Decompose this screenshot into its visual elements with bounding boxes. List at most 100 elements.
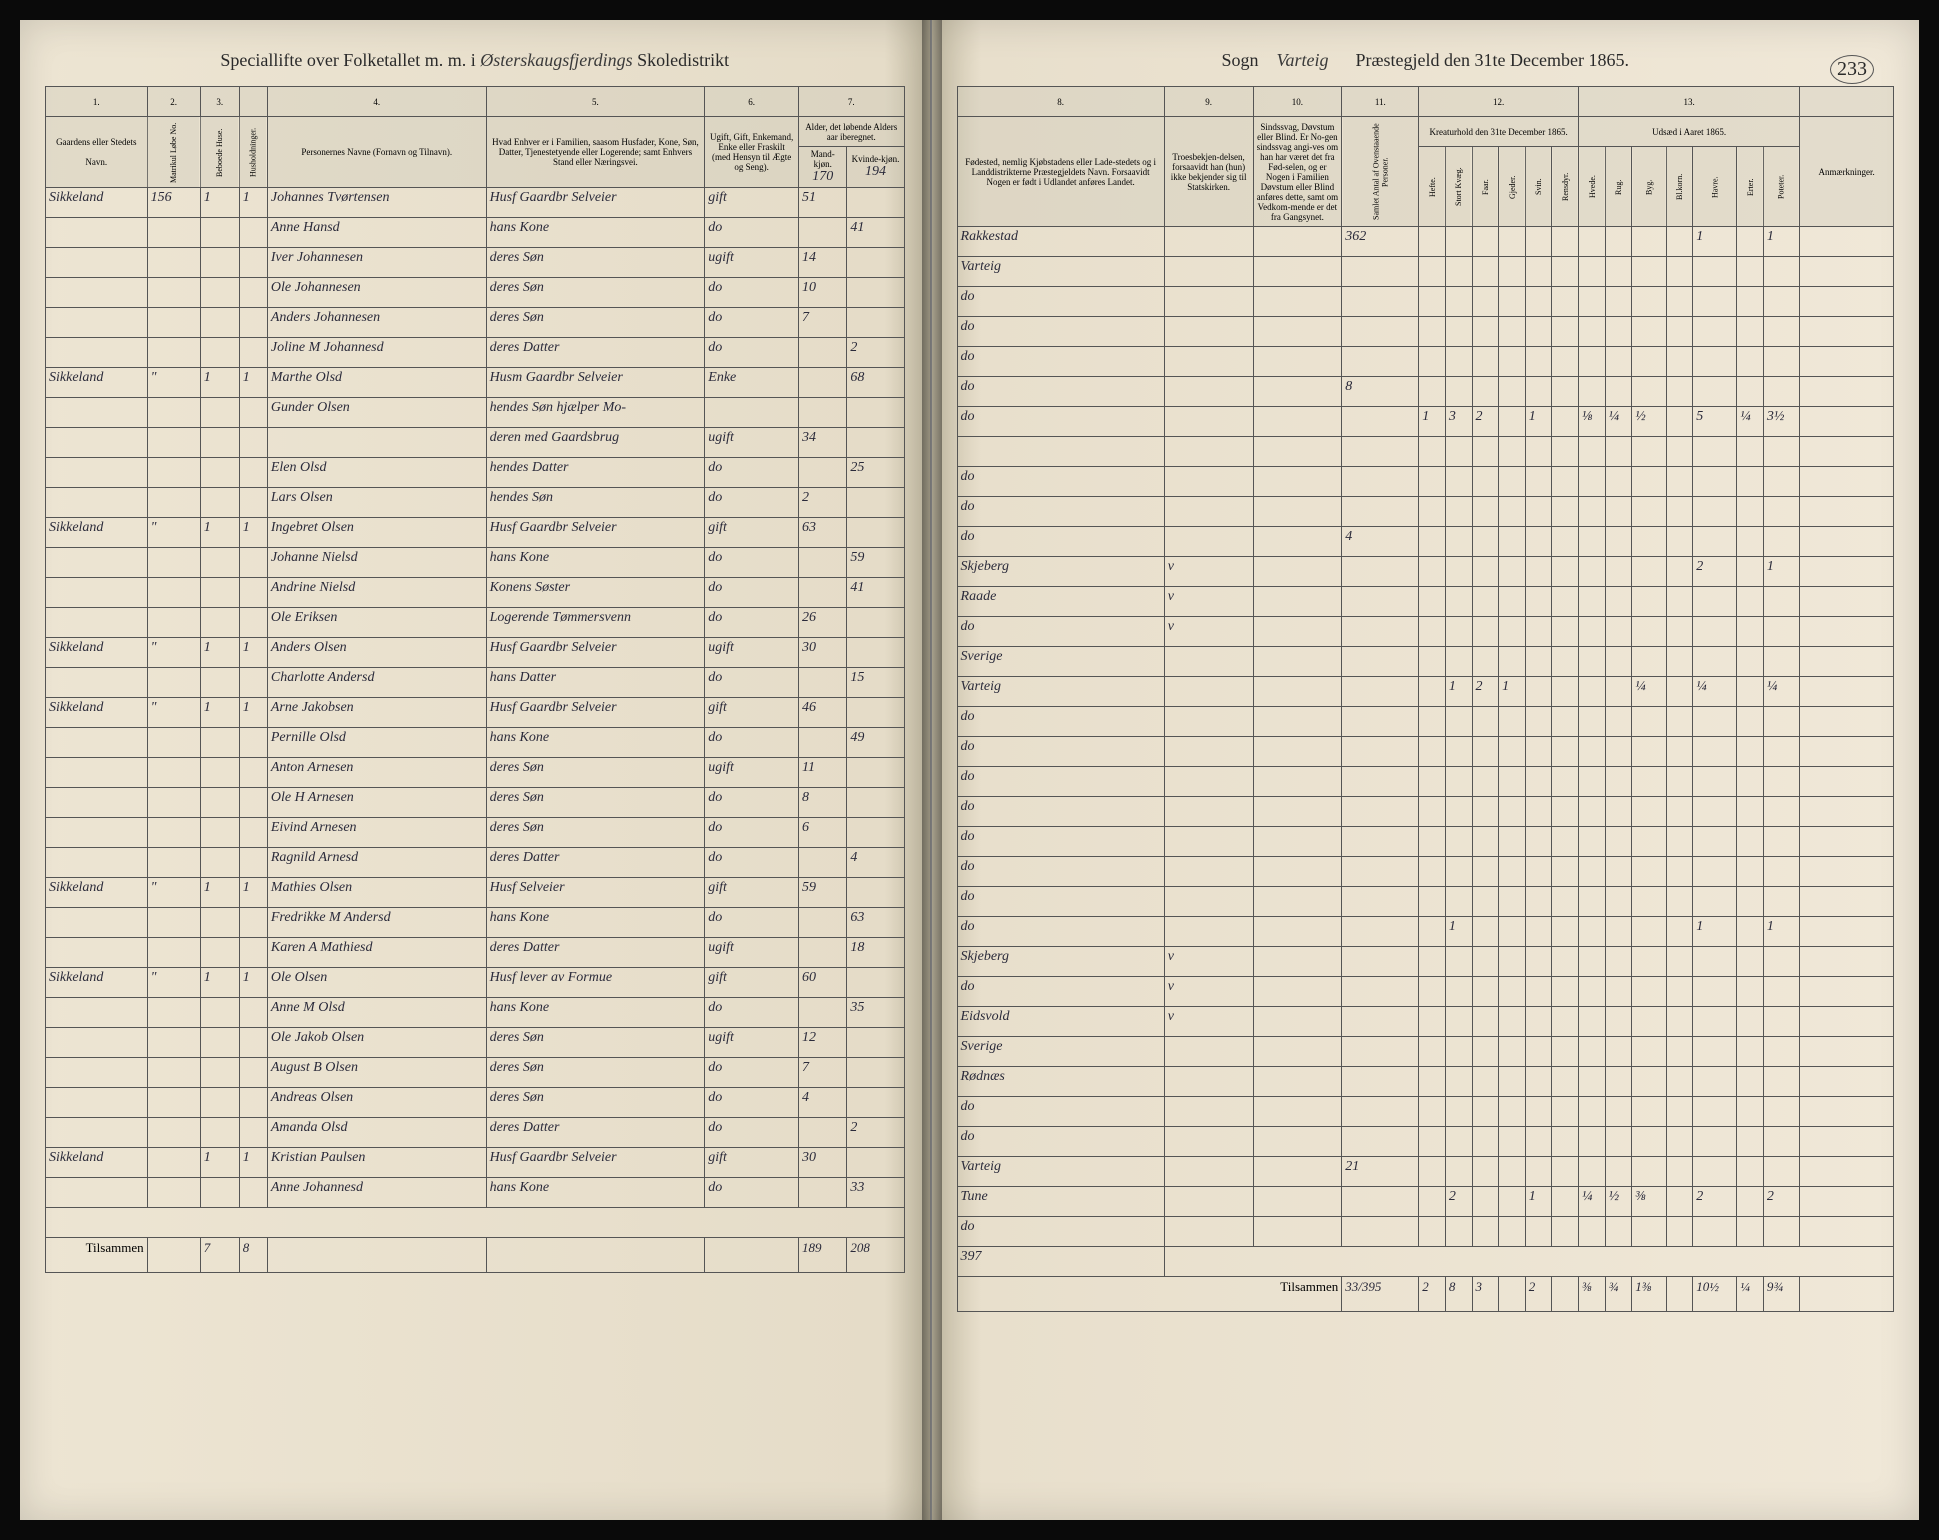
table-row: August B Olsenderes Søndo7 (46, 1058, 905, 1088)
table-row: Rødnæs (957, 1067, 1893, 1097)
table-row: dov (957, 617, 1893, 647)
book-spine (922, 20, 942, 1520)
kreatur-col: Svin. (1525, 147, 1552, 227)
rcol-12: 12. (1419, 87, 1579, 117)
h-hushold: Husholdninger. (239, 117, 267, 188)
h-udsad: Udsæd i Aaret 1865. (1579, 117, 1800, 147)
col-7: 7. (799, 87, 905, 117)
udsad-col: Poteter. (1763, 147, 1799, 227)
table-row: Skjebergv21 (957, 557, 1893, 587)
right-table-body: Rakkestad36211Varteigdodododo8do1321⅛¼½5… (957, 227, 1893, 1247)
table-row: Sikkeland15611Johannes TvørtensenHusf Ga… (46, 188, 905, 218)
prest-label: Præstegjeld den 31te December 1865. (1356, 50, 1629, 70)
table-row: do (957, 497, 1893, 527)
table-row: do (957, 467, 1893, 497)
table-row: Varteig (957, 257, 1893, 287)
table-row: Elen Olsdhendes Datterdo25 (46, 458, 905, 488)
udsad-col: Byg. (1632, 147, 1666, 227)
table-row: Skjebergv (957, 947, 1893, 977)
table-row: Sikkeland11Kristian PaulsenHusf Gaardbr … (46, 1148, 905, 1178)
right-footer-row: Tilsammen 33/395 2 8 3 2 ⅜ ¾ 1⅜ 10½ ¼ 9¾ (957, 1277, 1893, 1312)
sum-hus: 7 (200, 1238, 239, 1273)
sum-ant: 33/395 (1342, 1277, 1419, 1312)
table-row: do111 (957, 917, 1893, 947)
left-footer-row: Tilsammen 7 8 189 208 (46, 1238, 905, 1273)
table-row: do8 (957, 377, 1893, 407)
table-row: do (957, 1217, 1893, 1247)
table-row: do (957, 317, 1893, 347)
col-5: 5. (486, 87, 705, 117)
table-row: Gunder Olsenhendes Søn hjælper Mo- (46, 398, 905, 428)
table-row: Fredrikke M Andersdhans Konedo63 (46, 908, 905, 938)
rcol-11: 11. (1342, 87, 1419, 117)
table-row: do (957, 287, 1893, 317)
table-row: Ole EriksenLogerende Tømmersvenndo26 (46, 608, 905, 638)
table-row: do (957, 347, 1893, 377)
left-header: Speciallifte over Folketallet m. m. i Øs… (45, 50, 905, 71)
sogn-label: Sogn (1222, 50, 1259, 70)
h-mand: Mand-kjøn.170 (799, 147, 847, 188)
tilsammen-label: Tilsammen (46, 1238, 148, 1273)
table-row: Rakkestad36211 (957, 227, 1893, 257)
h-kvinde: Kvinde-kjøn.194 (847, 147, 904, 188)
table-row: Sikkeland"11Mathies OlsenHusf Selveiergi… (46, 878, 905, 908)
table-row: do1321⅛¼½5¼3½ (957, 407, 1893, 437)
rcol-9: 9. (1164, 87, 1253, 117)
table-row: Pernille Olsdhans Konedo49 (46, 728, 905, 758)
h-status: Ugift, Gift, Enkemand, Enke eller Fraski… (705, 117, 799, 188)
h-navn: Personernes Navne (Fornavn og Tilnavn). (267, 117, 486, 188)
udsad-col: Rug. (1605, 147, 1632, 227)
h-antal: Samlet Antal af Ovenstaaende Personer. (1342, 117, 1419, 227)
table-row: Lars Olsenhendes Søndo2 (46, 488, 905, 518)
header-prefix: Speciallifte over Folketallet m. m. i (220, 50, 475, 70)
table-row: Anton Arnesenderes Sønugift11 (46, 758, 905, 788)
table-row: deren med Gaardsbrugugift34 (46, 428, 905, 458)
left-table: 1. 2. 3. 4. 5. 6. 7. Gaardens eller Sted… (45, 86, 905, 1273)
right-header: Sogn Varteig Præstegjeld den 31te Decemb… (957, 50, 1894, 71)
sum-m: 189 (799, 1238, 847, 1273)
left-page: Speciallifte over Folketallet m. m. i Øs… (20, 20, 932, 1520)
table-row: Sikkeland"11Ole OlsenHusf lever av Formu… (46, 968, 905, 998)
count-397: 397 (957, 1247, 1164, 1277)
table-row: Sikkeland"11Marthe OlsdHusm Gaardbr Selv… (46, 368, 905, 398)
table-row: Sikkeland"11Ingebret OlsenHusf Gaardbr S… (46, 518, 905, 548)
rcol-10: 10. (1253, 87, 1342, 117)
district-name: Østerskaugsfjerdings (480, 50, 632, 70)
h-anmerk: Anmærkninger. (1800, 117, 1894, 227)
table-row: do (957, 737, 1893, 767)
col-3: 3. (200, 87, 239, 117)
table-row: Anders Johannesenderes Søndo7 (46, 308, 905, 338)
table-row: Sverige (957, 647, 1893, 677)
table-row: do (957, 767, 1893, 797)
h-matrikul: Matrikul Løbe No. (147, 117, 200, 188)
table-row (957, 437, 1893, 467)
table-row: Charlotte Andersdhans Datterdo15 (46, 668, 905, 698)
table-row: Andrine NielsdKonens Søsterdo41 (46, 578, 905, 608)
table-row: do (957, 797, 1893, 827)
h-familie: Hvad Enhver er i Familien, saasom Husfad… (486, 117, 705, 188)
kreatur-col: Rensdyr. (1552, 147, 1579, 227)
table-row: do (957, 1097, 1893, 1127)
right-page: 233 Sogn Varteig Præstegjeld den 31te De… (932, 20, 1919, 1520)
col-6: 6. (705, 87, 799, 117)
kreatur-col: Faar. (1472, 147, 1499, 227)
page-number: 233 (1830, 55, 1874, 84)
table-row: do (957, 887, 1893, 917)
table-row: do (957, 857, 1893, 887)
h-alder: Alder, det løbende Alders aar iberegnet. (799, 117, 905, 147)
table-row: do4 (957, 527, 1893, 557)
sum-hush: 8 (239, 1238, 267, 1273)
table-row: do (957, 707, 1893, 737)
table-row: Amanda Olsdderes Datterdo2 (46, 1118, 905, 1148)
kreatur-col: Gjeder. (1499, 147, 1526, 227)
table-row: dov (957, 977, 1893, 1007)
rcol-anm (1800, 87, 1894, 117)
kreatur-col: Stort Kvæg. (1445, 147, 1472, 227)
left-table-body: Sikkeland15611Johannes TvørtensenHusf Ga… (46, 188, 905, 1208)
census-ledger: Speciallifte over Folketallet m. m. i Øs… (20, 20, 1919, 1520)
table-row: Varteig21 (957, 1157, 1893, 1187)
h-fodested: Fødested, nemlig Kjøbstadens eller Lade-… (957, 117, 1164, 227)
h-troes: Troesbekjen-delsen, forsaavidt han (hun)… (1164, 117, 1253, 227)
table-row: Karen A Mathiesdderes Datterugift18 (46, 938, 905, 968)
table-row: Eidsvoldv (957, 1007, 1893, 1037)
